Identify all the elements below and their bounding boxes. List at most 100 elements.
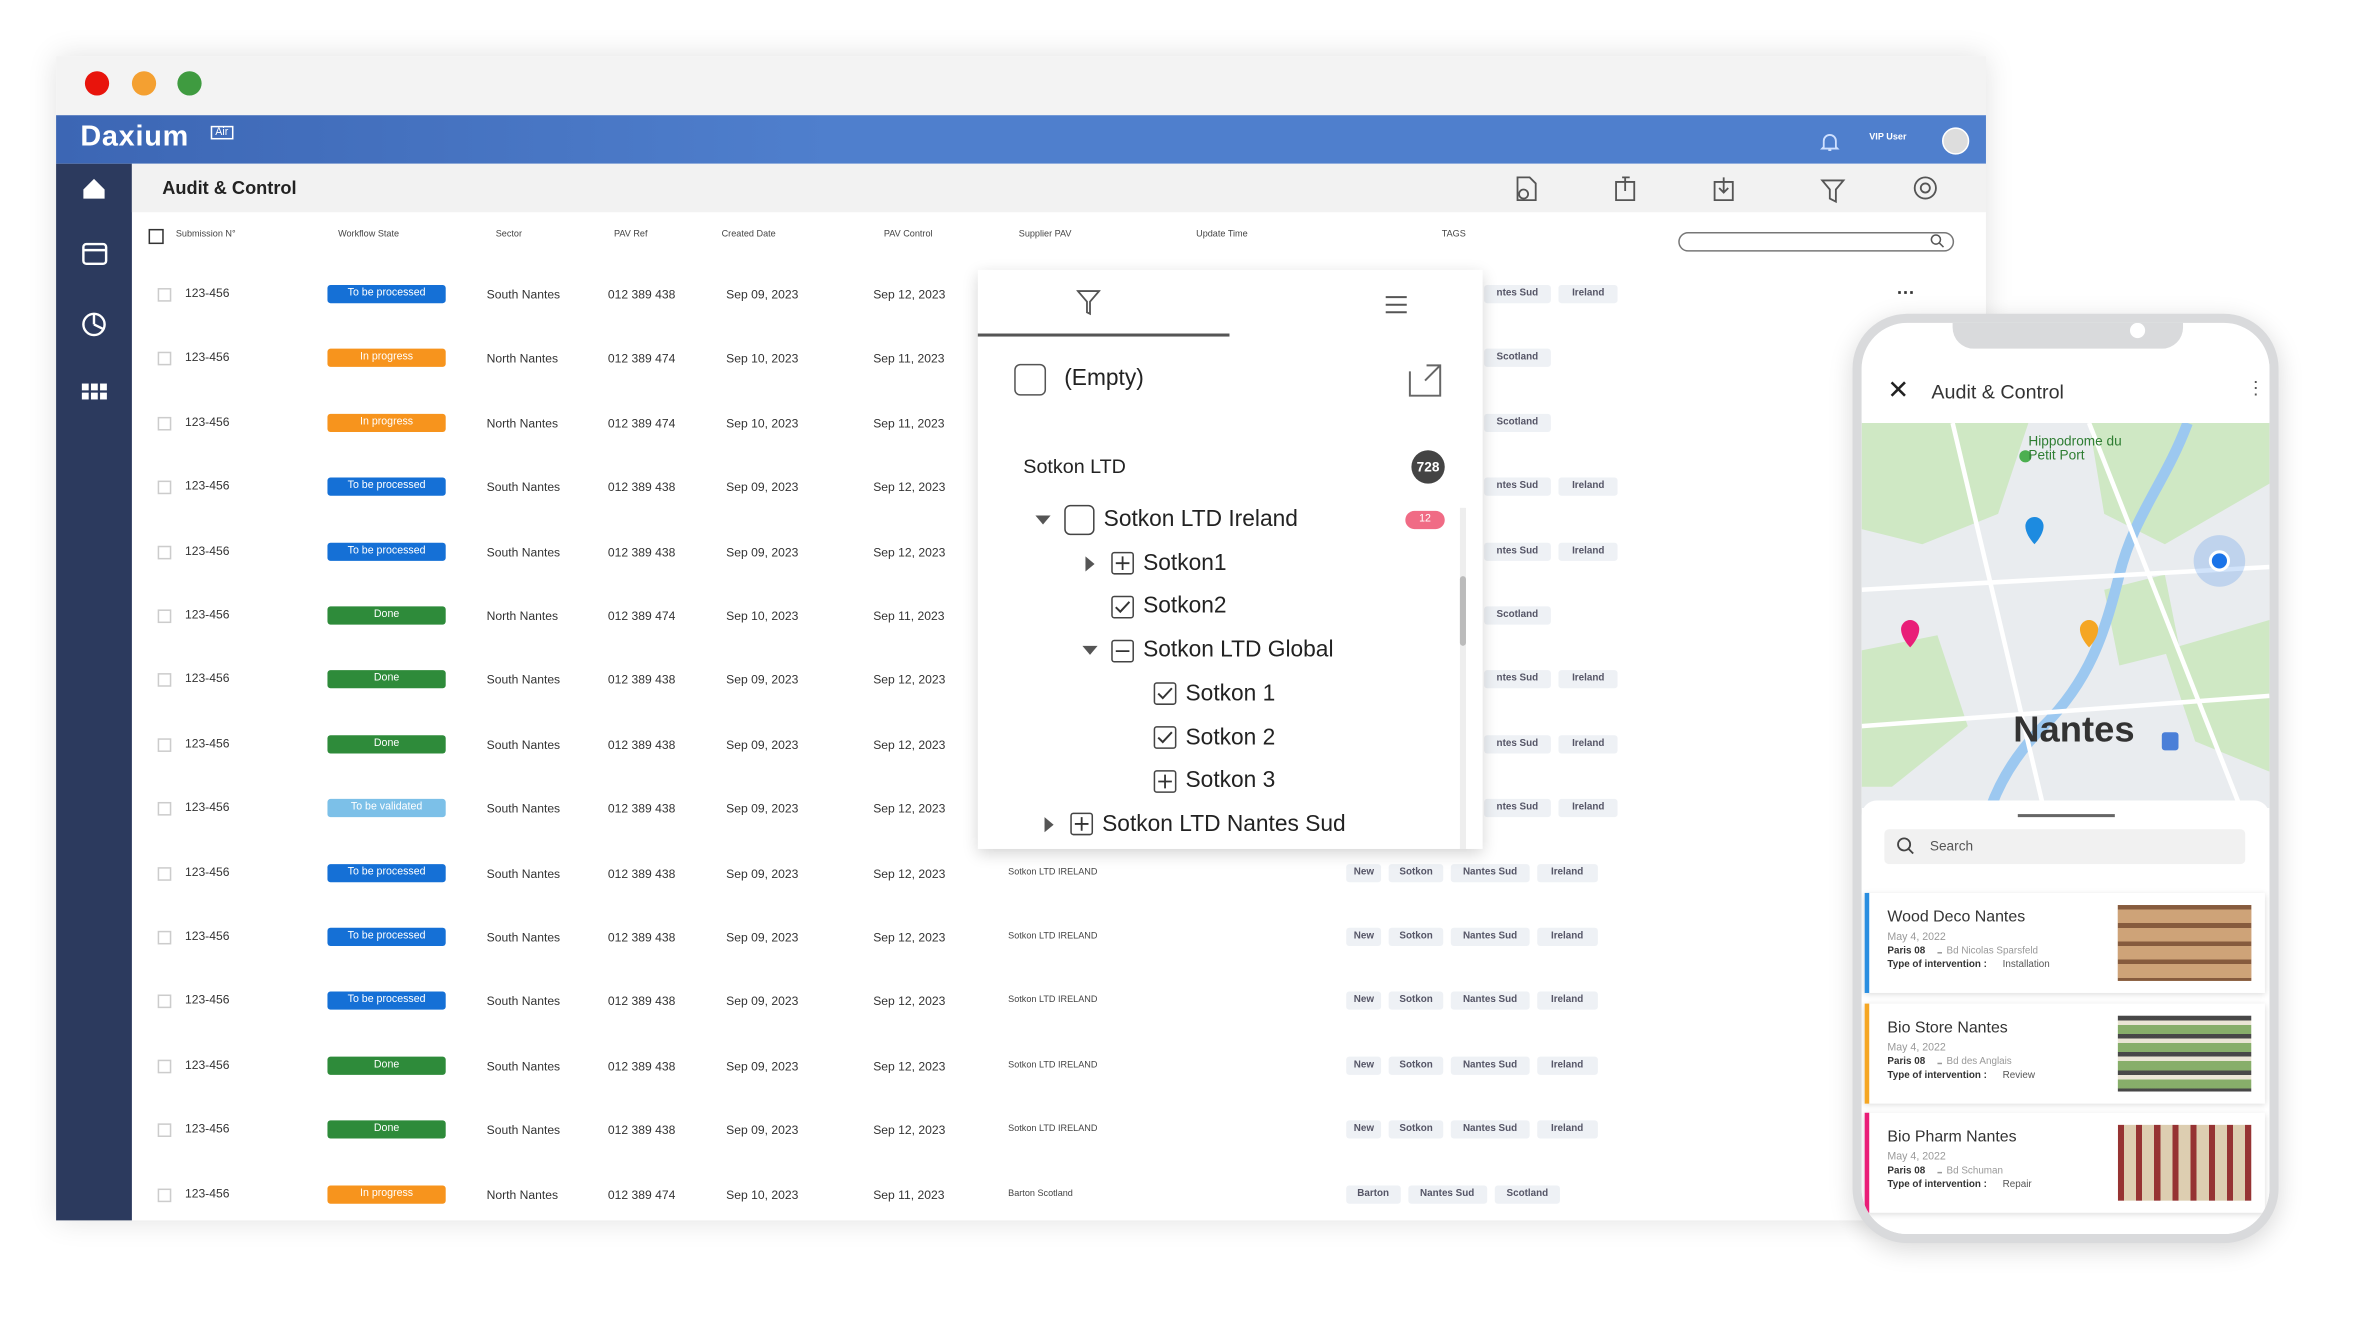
expand-arrow[interactable] [1035, 515, 1051, 525]
kebab-icon[interactable]: ⋮ [2246, 377, 2265, 399]
search-box[interactable] [1678, 231, 1955, 252]
maximize-dot[interactable] [177, 71, 202, 96]
card-address: Bd des Anglais [1946, 1055, 2012, 1067]
created-date: Sep 10, 2023 [726, 416, 799, 431]
tree-label[interactable]: Sotkon LTD Global [1143, 636, 1334, 663]
mobile-search-icon [1897, 837, 1914, 855]
export-icon[interactable] [1408, 364, 1442, 397]
place-card[interactable]: Bio Pharm Nantes May 4, 2022 Paris 08 Bd Sc… [1864, 1112, 2265, 1213]
expand-arrow[interactable] [1082, 645, 1098, 656]
notch [1952, 322, 2184, 349]
row-menu[interactable]: ⋯ [1896, 281, 1917, 304]
created-date: Sep 09, 2023 [726, 737, 799, 752]
tag: ntes Sud [1484, 670, 1551, 689]
column-header: Update Time [1196, 230, 1248, 240]
tag: Scotland [1484, 413, 1551, 432]
created-date: Sep 09, 2023 [726, 802, 799, 816]
pav-control: Sep 12, 2023 [873, 545, 946, 559]
state-badge: To be processed [327, 285, 446, 304]
tree-label[interactable]: Sotkon1 [1143, 549, 1227, 576]
sector: North Nantes [486, 609, 559, 624]
map-city: Nantes [2013, 709, 2135, 751]
place-card[interactable]: Bio Store Nantes May 4, 2022 Paris 08 Bd de… [1864, 1002, 2265, 1103]
filter-popup: (Empty) Sotkon LTD 728 Sotkon LTD Irelan… [977, 269, 1483, 849]
pav-ref: 012 389 438 [607, 480, 676, 495]
sector: South Nantes [486, 480, 561, 495]
tag: ntes Sud [1484, 799, 1551, 818]
bell-icon[interactable] [1819, 130, 1840, 153]
pav-ref: 012 389 474 [607, 609, 676, 624]
tree-checkbox[interactable] [1153, 682, 1177, 706]
scroll-thumb[interactable] [1459, 576, 1466, 646]
tree-checkbox[interactable] [1064, 504, 1095, 536]
row-checkbox[interactable] [157, 673, 172, 688]
empty-checkbox[interactable] [1014, 363, 1047, 396]
tree-checkbox[interactable] [1153, 769, 1177, 793]
search-icon[interactable] [1930, 233, 1945, 248]
sidebar-icons[interactable] [56, 164, 132, 422]
state-badge: In progress [327, 349, 446, 368]
toolbar-icons[interactable] [1508, 173, 1948, 206]
expand-arrow[interactable] [1044, 816, 1054, 833]
row-checkbox[interactable] [157, 1059, 172, 1074]
filter-tab-icon[interactable] [1076, 290, 1101, 316]
supplier: Barton Scotland [1008, 1189, 1073, 1199]
state-badge: Done [327, 1120, 446, 1139]
tree-checkbox[interactable] [1111, 595, 1134, 619]
row-checkbox[interactable] [157, 1123, 172, 1138]
row-checkbox[interactable] [157, 930, 172, 945]
tree-checkbox[interactable] [1111, 552, 1134, 575]
user-name[interactable]: VIP User [1869, 133, 1907, 143]
column-header: PAV Ref [613, 230, 648, 240]
tree-label[interactable]: Sotkon2 [1143, 593, 1227, 620]
row-checkbox[interactable] [157, 352, 172, 366]
submission-id: 123-456 [184, 736, 230, 751]
place-card[interactable]: Wood Deco Nantes May 4, 2022 Paris 08 Bd Ni… [1864, 892, 2265, 993]
tag: Sotkon [1389, 1120, 1444, 1139]
scroll-track [1459, 507, 1466, 849]
app-header [56, 115, 1986, 164]
menu-tab-icon[interactable] [1385, 296, 1407, 314]
column-header: Submission N° [175, 230, 236, 240]
sheet-handle[interactable] [2017, 814, 2115, 818]
card-date: May 4, 2022 [1887, 1152, 1946, 1163]
card-address: Bd Nicolas Sparsfeld [1946, 945, 2039, 957]
expand-arrow[interactable] [1085, 555, 1095, 572]
row-checkbox[interactable] [157, 416, 172, 431]
close-icon[interactable]: ✕ [1887, 375, 1910, 405]
empty-option[interactable]: (Empty) [1064, 365, 1144, 392]
state-badge: To be processed [327, 542, 446, 561]
row-checkbox[interactable] [157, 1187, 172, 1202]
row-checkbox[interactable] [157, 995, 172, 1009]
row-checkbox[interactable] [157, 802, 172, 816]
tree-label[interactable]: Sotkon LTD Ireland [1103, 506, 1298, 533]
supplier: Sotkon LTD IRELAND [1008, 868, 1098, 878]
tree-checkbox[interactable] [1111, 639, 1134, 662]
column-header: Workflow State [338, 230, 400, 240]
tag: Scotland [1484, 606, 1551, 625]
sidebar [56, 163, 132, 1221]
tree-label[interactable]: Sotkon LTD Nantes Sud [1102, 810, 1346, 837]
tree-checkbox[interactable] [1153, 726, 1177, 749]
row-checkbox[interactable] [157, 737, 172, 752]
logo[interactable]: Daxium [80, 121, 189, 154]
minimize-dot[interactable] [131, 71, 157, 96]
close-dot[interactable] [84, 71, 110, 96]
sector: South Nantes [486, 1123, 561, 1138]
mobile-search[interactable] [1884, 829, 2246, 865]
tree-label[interactable]: Sotkon 1 [1185, 680, 1276, 707]
mobile-title: Audit & Control [1931, 380, 2064, 404]
row-checkbox[interactable] [157, 480, 172, 495]
row-checkbox[interactable] [157, 609, 172, 624]
mobile-search-placeholder[interactable]: Search [1929, 838, 1974, 854]
row-checkbox[interactable] [157, 288, 172, 302]
avatar[interactable] [1941, 127, 1970, 155]
tree-label[interactable]: Sotkon 2 [1185, 723, 1276, 750]
state-badge: To be processed [327, 477, 446, 497]
header-checkbox[interactable] [148, 228, 164, 245]
tree-checkbox[interactable] [1070, 813, 1094, 836]
row-checkbox[interactable] [157, 545, 172, 559]
tree-label[interactable]: Sotkon 3 [1185, 767, 1276, 794]
row-checkbox[interactable] [157, 866, 172, 881]
